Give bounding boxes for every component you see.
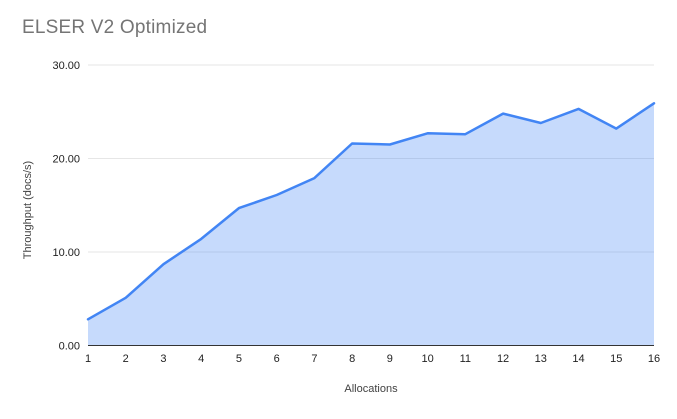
x-tick-label: 2 xyxy=(123,353,129,365)
y-tick-label: 20.00 xyxy=(52,154,80,166)
x-tick-label: 11 xyxy=(460,353,471,365)
x-tick-label: 7 xyxy=(311,353,317,365)
x-tick-label: 15 xyxy=(610,353,622,365)
series-line xyxy=(86,102,656,321)
x-tick-label: 1 xyxy=(85,353,91,365)
x-tick-label: 5 xyxy=(236,353,242,365)
chart-title: ELSER V2 Optimized xyxy=(22,17,208,38)
x-tick-label: 12 xyxy=(497,353,509,365)
y-tick-label: 30.00 xyxy=(52,60,80,72)
area-fill xyxy=(88,103,654,346)
x-tick-label: 4 xyxy=(198,353,204,365)
x-tick-label: 14 xyxy=(572,353,584,365)
x-tick-label: 16 xyxy=(648,353,660,365)
x-tick-label: 8 xyxy=(349,353,355,365)
x-tick-label: 3 xyxy=(160,353,166,365)
x-tick-label: 6 xyxy=(274,353,280,365)
y-tick-label: 10.00 xyxy=(52,247,80,259)
x-axis-title: Allocations xyxy=(344,383,398,395)
x-tick-label: 10 xyxy=(421,353,433,365)
x-tick-label: 13 xyxy=(535,353,547,365)
y-tick-label: 0.00 xyxy=(59,341,80,353)
x-tick-label: 9 xyxy=(387,353,393,365)
